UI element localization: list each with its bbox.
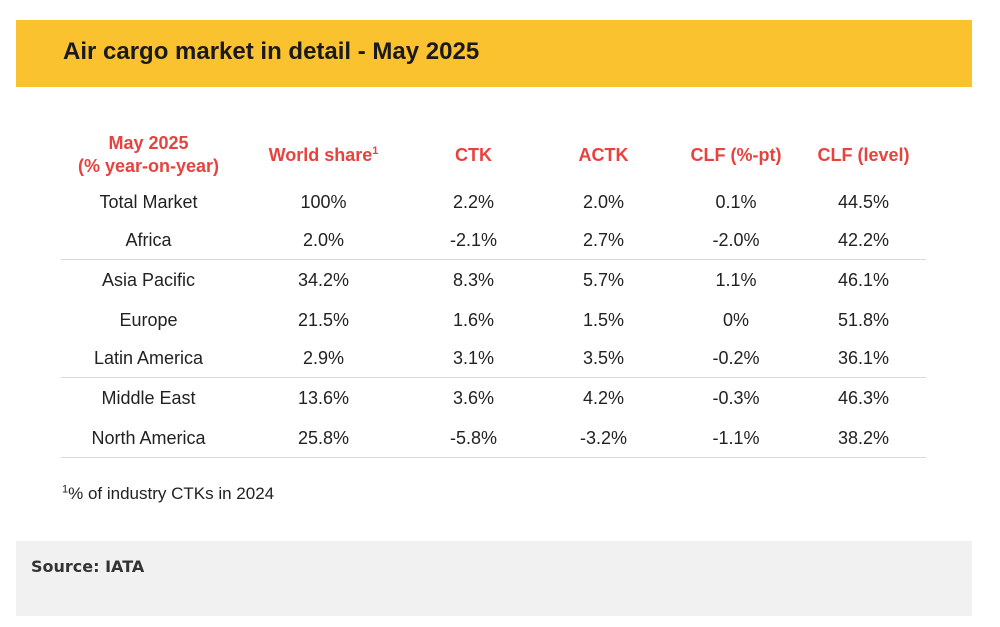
cell-clf-level: 38.2%: [801, 419, 926, 458]
cell-clf-level: 44.5%: [837, 191, 890, 212]
cell-clf-level: 46.1%: [837, 270, 890, 290]
cell-ctk: 1.6%: [452, 309, 495, 330]
header-period-line1: May 2025: [108, 133, 189, 153]
header-clf-pt: CLF (%-pt): [690, 144, 782, 165]
cell-actk: 1.5%: [582, 309, 625, 330]
cell-ctk: 8.3%: [452, 270, 495, 290]
source-caption: Source: IATA: [31, 557, 145, 576]
cell-region: Latin America: [61, 339, 236, 378]
table-row: Africa 2.0% -2.1% 2.7% -2.0% 42.2%: [61, 221, 926, 260]
cell-actk: 4.2%: [582, 388, 625, 408]
table-row: North America 25.8% -5.8% -3.2% -1.1% 38…: [61, 419, 926, 458]
cell-clf-pt: -0.3%: [712, 388, 760, 408]
header-ctk: CTK: [455, 144, 492, 165]
cell-actk: -3.2%: [536, 419, 671, 458]
cell-region: North America: [61, 419, 236, 458]
cell-ctk: 2.2%: [452, 191, 495, 212]
cell-ctk: 3.1%: [411, 339, 536, 378]
cargo-market-table: May 2025 (% year-on-year) World share1 C…: [61, 127, 926, 458]
cell-region: Europe: [119, 309, 178, 330]
cell-clf-level: 51.8%: [837, 309, 890, 330]
cell-ctk: -5.8%: [411, 419, 536, 458]
header-period-line2: (% year-on-year): [77, 156, 220, 176]
cell-world-share: 13.6%: [297, 388, 350, 408]
header-world-share-footnote-mark: 1: [372, 144, 379, 157]
header-world-share: World share1: [236, 127, 411, 183]
cell-region: Total Market: [99, 191, 198, 212]
cell-ctk: -2.1%: [411, 221, 536, 260]
source-box: Source: IATA: [16, 541, 972, 616]
cell-clf-pt: -1.1%: [671, 419, 801, 458]
cell-ctk: 3.6%: [452, 388, 495, 408]
cell-region: Asia Pacific: [101, 270, 196, 290]
cell-actk: 3.5%: [536, 339, 671, 378]
cell-clf-level: 42.2%: [801, 221, 926, 260]
page-title: Air cargo market in detail - May 2025: [63, 38, 480, 65]
cell-clf-level: 46.3%: [837, 388, 890, 408]
cell-region: Africa: [61, 221, 236, 260]
cell-world-share: 21.5%: [297, 309, 350, 330]
header-period: May 2025 (% year-on-year): [61, 127, 236, 183]
footnote: 1% of industry CTKs in 2024: [62, 484, 274, 504]
cell-clf-pt: -2.0%: [671, 221, 801, 260]
footnote-text: % of industry CTKs in 2024: [68, 484, 275, 503]
header-clf-level: CLF (level): [817, 144, 910, 165]
header-world-share-label: World share: [268, 144, 373, 165]
cell-clf-pt: -0.2%: [671, 339, 801, 378]
cell-clf-pt: 0.1%: [715, 191, 757, 212]
table-header-row: May 2025 (% year-on-year) World share1 C…: [61, 127, 926, 183]
header-actk: ACTK: [578, 144, 629, 165]
table-row: Europe 21.5% 1.6% 1.5% 0% 51.8%: [61, 301, 926, 339]
cell-world-share: 2.0%: [236, 221, 411, 260]
cell-world-share: 100%: [300, 191, 347, 212]
title-banner: Air cargo market in detail - May 2025: [16, 20, 972, 87]
table-row: Asia Pacific 34.2% 8.3% 5.7% 1.1% 46.1%: [61, 260, 926, 302]
cell-actk: 2.0%: [582, 191, 625, 212]
table-row: Latin America 2.9% 3.1% 3.5% -0.2% 36.1%: [61, 339, 926, 378]
cell-world-share: 2.9%: [236, 339, 411, 378]
table-row: Middle East 13.6% 3.6% 4.2% -0.3% 46.3%: [61, 378, 926, 420]
cell-clf-level: 36.1%: [801, 339, 926, 378]
cell-actk: 2.7%: [536, 221, 671, 260]
cell-world-share: 34.2%: [297, 270, 350, 290]
cell-region: Middle East: [101, 388, 196, 408]
cell-clf-pt: 1.1%: [715, 270, 757, 290]
cell-actk: 5.7%: [582, 270, 625, 290]
cell-clf-pt: 0%: [722, 309, 749, 330]
footnote-mark: 1: [62, 483, 69, 496]
table-row: Total Market 100% 2.2% 2.0% 0.1% 44.5%: [61, 183, 926, 221]
cell-world-share: 25.8%: [236, 419, 411, 458]
